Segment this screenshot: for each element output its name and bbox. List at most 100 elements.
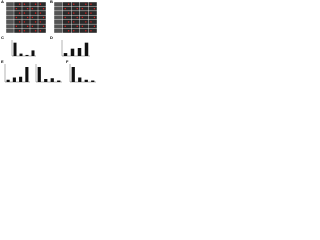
micrograph	[30, 2, 38, 7]
micrograph	[14, 2, 22, 7]
signal	[81, 7, 84, 10]
signal	[85, 12, 87, 14]
panel-label: D	[50, 35, 53, 40]
micrograph	[38, 11, 46, 16]
micrograph	[80, 6, 89, 11]
panel-label: A	[1, 0, 4, 4]
signal	[18, 30, 21, 32]
micrograph	[54, 6, 63, 11]
micrograph	[14, 24, 22, 29]
panel-label: B	[50, 0, 53, 4]
signal	[42, 25, 45, 28]
bar	[84, 42, 89, 56]
micrograph	[80, 2, 89, 7]
micrograph	[14, 19, 22, 24]
micrograph	[22, 6, 30, 11]
bar	[25, 54, 29, 56]
micrograph	[62, 2, 71, 7]
micrograph	[22, 11, 30, 16]
signal	[76, 16, 78, 19]
bar	[50, 78, 54, 82]
micrograph	[54, 2, 63, 7]
micrograph	[30, 11, 38, 16]
signal	[67, 12, 70, 14]
bar	[37, 67, 41, 82]
micrograph	[80, 11, 89, 16]
micrograph	[6, 28, 14, 33]
micrograph	[6, 11, 14, 16]
micrograph	[88, 11, 97, 16]
micrograph	[22, 24, 30, 29]
panel-label: C	[1, 35, 4, 40]
signal	[23, 30, 26, 32]
bar	[13, 42, 17, 56]
signal	[67, 21, 70, 23]
micrograph	[71, 28, 80, 33]
signal	[42, 16, 45, 19]
signal	[26, 16, 29, 19]
bar	[19, 53, 23, 56]
signal	[23, 12, 26, 14]
signal	[39, 12, 42, 14]
signal	[73, 30, 75, 32]
signal	[39, 3, 42, 5]
micrograph	[88, 19, 97, 24]
bar	[25, 67, 29, 82]
micrograph	[22, 2, 30, 7]
signal	[93, 7, 96, 10]
micrograph	[71, 11, 80, 16]
micrograph	[62, 19, 71, 24]
signal	[73, 21, 75, 23]
micrograph	[14, 6, 22, 11]
micrograph	[80, 15, 89, 20]
micrograph	[38, 28, 46, 33]
micrograph	[14, 28, 22, 33]
micrograph	[54, 11, 63, 16]
micrograph	[6, 6, 14, 11]
micrograph	[80, 19, 89, 24]
micrograph	[54, 24, 63, 29]
signal	[18, 12, 21, 14]
bar	[19, 76, 23, 82]
signal	[31, 16, 34, 19]
micrograph	[38, 19, 46, 24]
micrograph	[88, 28, 97, 33]
micrograph	[62, 11, 71, 16]
micrograph	[30, 15, 38, 20]
signal	[31, 7, 34, 10]
micrograph	[71, 2, 80, 7]
signal	[26, 25, 29, 28]
signal	[15, 7, 18, 10]
signal	[15, 25, 18, 28]
bar	[63, 53, 68, 56]
signal	[31, 25, 34, 28]
micrograph	[6, 19, 14, 24]
signal	[15, 16, 18, 19]
micrograph	[62, 28, 71, 33]
signal	[73, 3, 75, 5]
bar	[77, 48, 82, 56]
signal	[34, 3, 37, 5]
micrograph	[71, 24, 80, 29]
bar	[31, 50, 35, 56]
micrograph	[62, 24, 71, 29]
micrograph	[38, 15, 46, 20]
bar	[71, 67, 75, 82]
signal	[81, 25, 84, 28]
micrograph	[54, 15, 63, 20]
micrograph	[14, 11, 22, 16]
signal	[67, 30, 70, 32]
micrograph	[30, 24, 38, 29]
micrograph	[62, 15, 71, 20]
signal	[26, 7, 29, 10]
signal	[85, 21, 87, 23]
bar	[84, 79, 88, 82]
signal	[34, 30, 37, 32]
signal	[39, 21, 42, 23]
bar	[57, 80, 61, 82]
signal	[34, 12, 37, 14]
micrograph	[54, 28, 63, 33]
micrograph	[88, 15, 97, 20]
signal	[93, 25, 96, 28]
micrograph	[62, 6, 71, 11]
